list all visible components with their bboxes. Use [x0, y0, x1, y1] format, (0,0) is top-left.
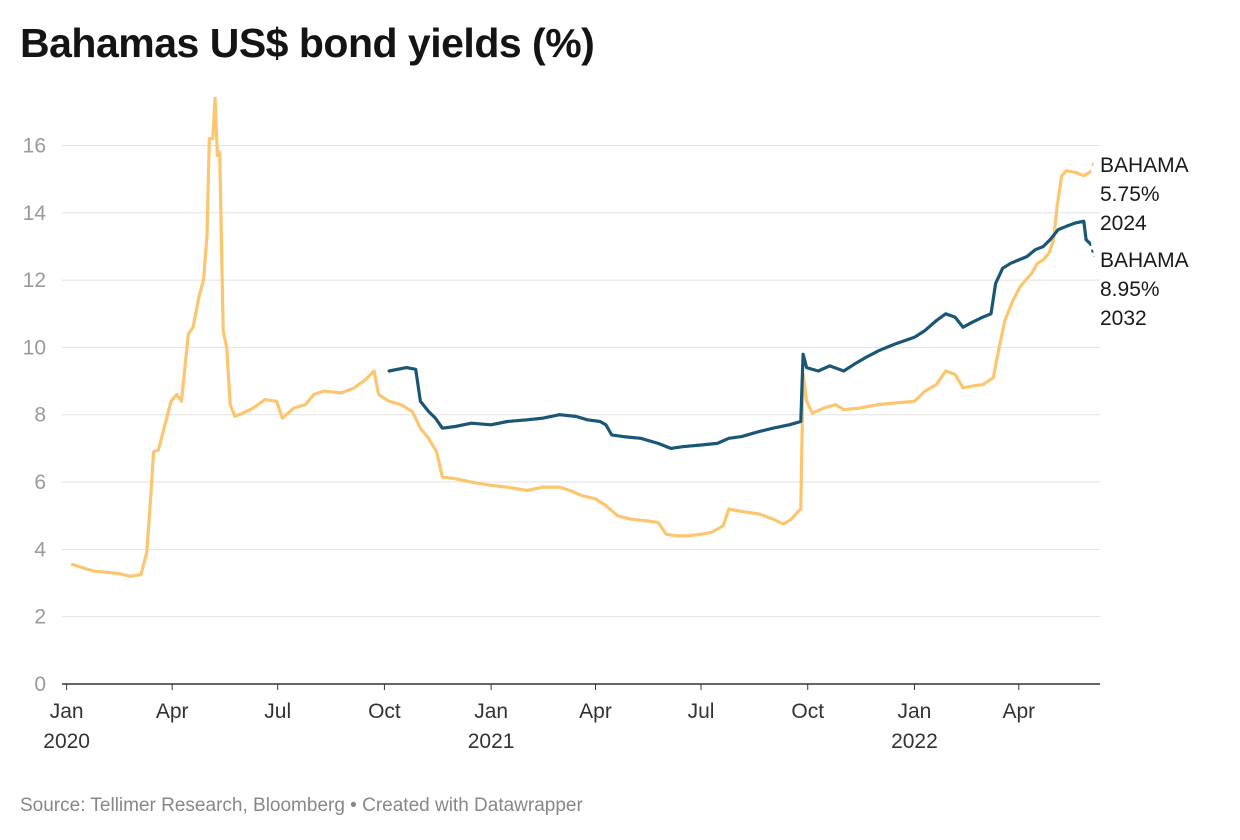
y-tick-label: 16 [23, 134, 46, 157]
x-tick-label: Jan [50, 700, 84, 723]
x-tick-label: Jan [474, 700, 508, 723]
x-tick-label: Apr [579, 700, 612, 723]
x-tick-label: Jan [898, 700, 932, 723]
x-tick-label: Oct [368, 700, 401, 723]
x-tick-label: Apr [156, 700, 189, 723]
y-tick-label: 6 [34, 471, 46, 494]
series-connector-2 [1088, 242, 1096, 257]
source-note: Source: Tellimer Research, Bloomberg • C… [20, 795, 583, 816]
chart-title: Bahamas US$ bond yields (%) [20, 20, 595, 66]
y-axis-ticks: 0 2 4 6 8 10 12 14 16 [23, 134, 47, 696]
x-tick-label: Oct [791, 700, 824, 723]
y-tick-label: 14 [23, 202, 47, 225]
series-connector-1 [1088, 160, 1096, 173]
series-line-1 [70, 96, 1092, 578]
y-tick-label: 2 [34, 606, 46, 629]
y-tick-label: 10 [23, 336, 46, 359]
y-tick-label: 4 [34, 538, 46, 561]
y-tick-label: 12 [23, 269, 46, 292]
gridlines [62, 144, 1100, 618]
x-axis: Jan 2020 Apr Jul Oct Jan 2021 Apr Jul Oct Jan 2022 A… [43, 683, 1100, 753]
x-tick-year-label: 2020 [43, 730, 90, 753]
line-chart: 0 2 4 6 8 10 12 14 16 Jan 2020 Apr Jul Oct Jan 2021 Apr… [23, 96, 1189, 753]
series-label-1: BAHAMA 5.75% 2024 [1100, 154, 1189, 235]
x-tick-label: Apr [1002, 700, 1035, 723]
x-tick-label: Jul [688, 700, 715, 723]
series-lines [70, 96, 1096, 578]
x-tick-year-label: 2021 [468, 730, 515, 753]
x-tick-label: Jul [264, 700, 291, 723]
x-tick-year-label: 2022 [891, 730, 938, 753]
series-label-2: BAHAMA 8.95% 2032 [1100, 249, 1189, 330]
series-labels: BAHAMA 5.75% 2024 BAHAMA 8.95% 2032 [1100, 154, 1189, 330]
series-line-2 [387, 219, 1092, 450]
y-tick-label: 8 [34, 404, 46, 427]
y-tick-label: 0 [34, 673, 46, 696]
